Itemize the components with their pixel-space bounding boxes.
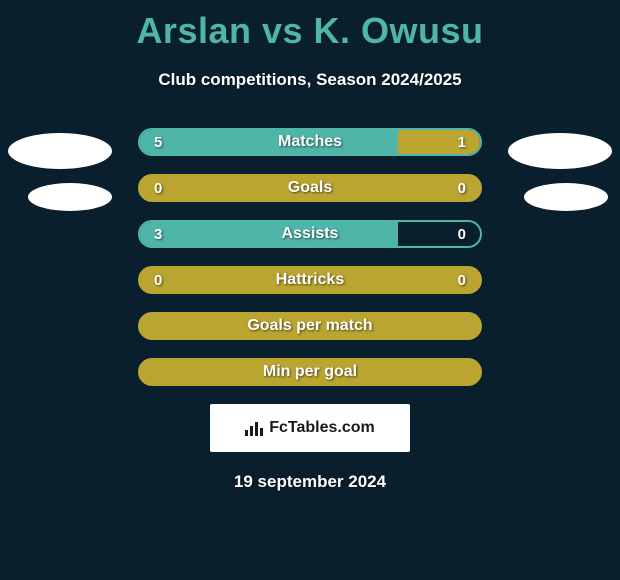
stat-label: Goals per match — [140, 314, 480, 338]
stat-label: Hattricks — [140, 268, 480, 292]
stats-wrapper: 51Matches 00Goals 30Assists 00Hattricks Goal… — [0, 128, 620, 386]
subtitle: Club competitions, Season 2024/2025 — [0, 70, 620, 90]
stat-label: Goals — [140, 176, 480, 200]
chart-icon — [245, 420, 263, 436]
player-left-avatar-2 — [28, 183, 112, 211]
stat-row-assists: 30Assists — [138, 220, 482, 248]
player-right-avatar-2 — [524, 183, 608, 211]
stat-row-min-per-goal: Min per goal — [138, 358, 482, 386]
stat-row-goals-per-match: Goals per match — [138, 312, 482, 340]
page-title: Arslan vs K. Owusu — [0, 0, 620, 52]
stat-label: Matches — [140, 130, 480, 154]
watermark: FcTables.com — [210, 404, 410, 452]
stat-row-goals: 00Goals — [138, 174, 482, 202]
stat-row-matches: 51Matches — [138, 128, 482, 156]
player-right-avatar-1 — [508, 133, 612, 169]
footer-date: 19 september 2024 — [0, 472, 620, 492]
watermark-text: FcTables.com — [269, 419, 375, 437]
player-left-avatar-1 — [8, 133, 112, 169]
stat-bars: 51Matches 00Goals 30Assists 00Hattricks Goal… — [138, 128, 482, 386]
stat-label: Assists — [140, 222, 480, 246]
stat-row-hattricks: 00Hattricks — [138, 266, 482, 294]
stat-label: Min per goal — [140, 360, 480, 384]
